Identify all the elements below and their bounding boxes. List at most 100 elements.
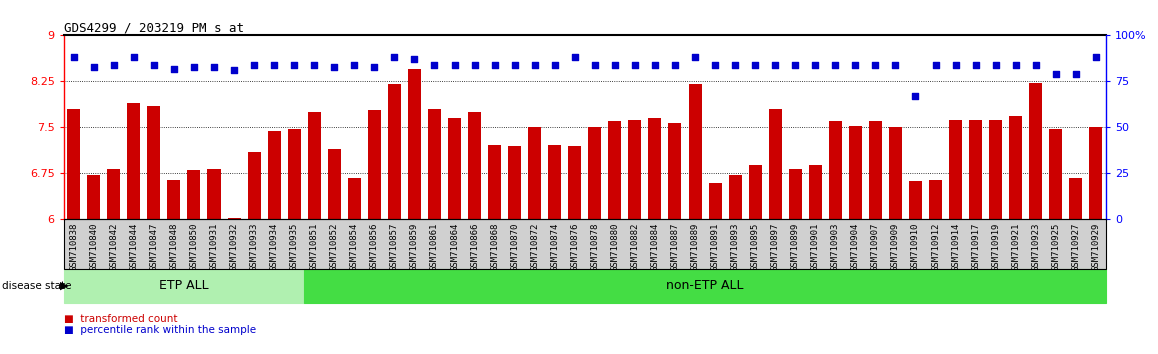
Text: ■  transformed count: ■ transformed count — [64, 314, 177, 324]
Point — [205, 64, 223, 69]
Text: GDS4299 / 203219_PM_s_at: GDS4299 / 203219_PM_s_at — [64, 21, 243, 34]
Bar — [127, 103, 140, 219]
Bar — [808, 165, 822, 219]
Bar — [388, 85, 401, 219]
Bar — [969, 120, 982, 219]
Point — [886, 62, 904, 68]
Bar — [789, 169, 801, 219]
Point — [225, 68, 243, 73]
Bar — [207, 169, 220, 219]
Point — [445, 62, 463, 68]
Bar — [889, 127, 902, 219]
Bar — [188, 170, 200, 219]
Point — [926, 62, 945, 68]
Bar — [1069, 178, 1083, 219]
Point — [726, 62, 745, 68]
Bar — [267, 131, 280, 219]
Bar — [408, 69, 422, 219]
Point — [1067, 71, 1085, 77]
Bar — [1009, 116, 1023, 219]
Point — [285, 62, 303, 68]
Bar — [147, 106, 161, 219]
Bar — [368, 110, 381, 219]
Point — [466, 62, 484, 68]
Point — [786, 62, 805, 68]
Point — [826, 62, 844, 68]
Point — [565, 55, 584, 60]
Bar — [929, 179, 943, 219]
Bar — [868, 121, 882, 219]
Point — [85, 64, 103, 69]
Bar — [308, 112, 321, 219]
Point — [686, 55, 704, 60]
Bar — [569, 146, 581, 219]
Point — [145, 62, 163, 68]
Bar — [87, 175, 101, 219]
Bar — [287, 129, 301, 219]
Point — [606, 62, 624, 68]
Bar — [849, 126, 862, 219]
Point — [125, 55, 144, 60]
Point — [1026, 62, 1045, 68]
Point — [425, 62, 444, 68]
Bar — [588, 127, 601, 219]
Point — [705, 62, 725, 68]
Point — [505, 62, 523, 68]
Text: ▶: ▶ — [60, 281, 68, 291]
Bar — [1049, 129, 1062, 219]
Text: ■  percentile rank within the sample: ■ percentile rank within the sample — [64, 325, 256, 335]
Point — [164, 66, 183, 72]
Point — [666, 62, 684, 68]
Bar — [488, 145, 501, 219]
Bar — [328, 149, 340, 219]
Point — [987, 62, 1005, 68]
Point — [765, 62, 784, 68]
Point — [586, 62, 604, 68]
Bar — [108, 169, 120, 219]
Point — [625, 62, 644, 68]
Point — [325, 64, 344, 69]
Point — [65, 55, 83, 60]
Bar — [668, 122, 682, 219]
Point — [405, 57, 424, 62]
Point — [907, 93, 925, 99]
Point — [866, 62, 885, 68]
Bar — [648, 118, 661, 219]
Bar — [468, 112, 481, 219]
Bar — [909, 182, 922, 219]
Bar — [67, 109, 80, 219]
Point — [646, 62, 665, 68]
Point — [244, 62, 263, 68]
Bar — [709, 183, 721, 219]
Bar — [1090, 127, 1102, 219]
Text: ETP ALL: ETP ALL — [159, 279, 208, 292]
Point — [806, 62, 824, 68]
Point — [946, 62, 965, 68]
Bar — [347, 178, 361, 219]
Point — [545, 62, 564, 68]
Bar — [748, 165, 762, 219]
Bar — [168, 179, 181, 219]
Bar — [689, 85, 702, 219]
Bar — [950, 120, 962, 219]
Bar — [1029, 83, 1042, 219]
Bar — [448, 118, 461, 219]
Text: disease state: disease state — [2, 281, 72, 291]
Point — [104, 62, 123, 68]
Text: non-ETP ALL: non-ETP ALL — [666, 279, 743, 292]
Point — [1006, 62, 1025, 68]
Point — [526, 62, 544, 68]
Point — [746, 62, 764, 68]
Point — [265, 62, 284, 68]
Bar — [227, 218, 241, 219]
Bar — [728, 175, 741, 219]
Bar — [629, 120, 642, 219]
Bar — [829, 121, 842, 219]
Bar — [989, 120, 1002, 219]
Point — [1047, 71, 1065, 77]
Point — [966, 62, 984, 68]
Bar — [508, 146, 521, 219]
Bar — [428, 109, 441, 219]
Point — [184, 64, 204, 69]
Bar — [548, 145, 562, 219]
